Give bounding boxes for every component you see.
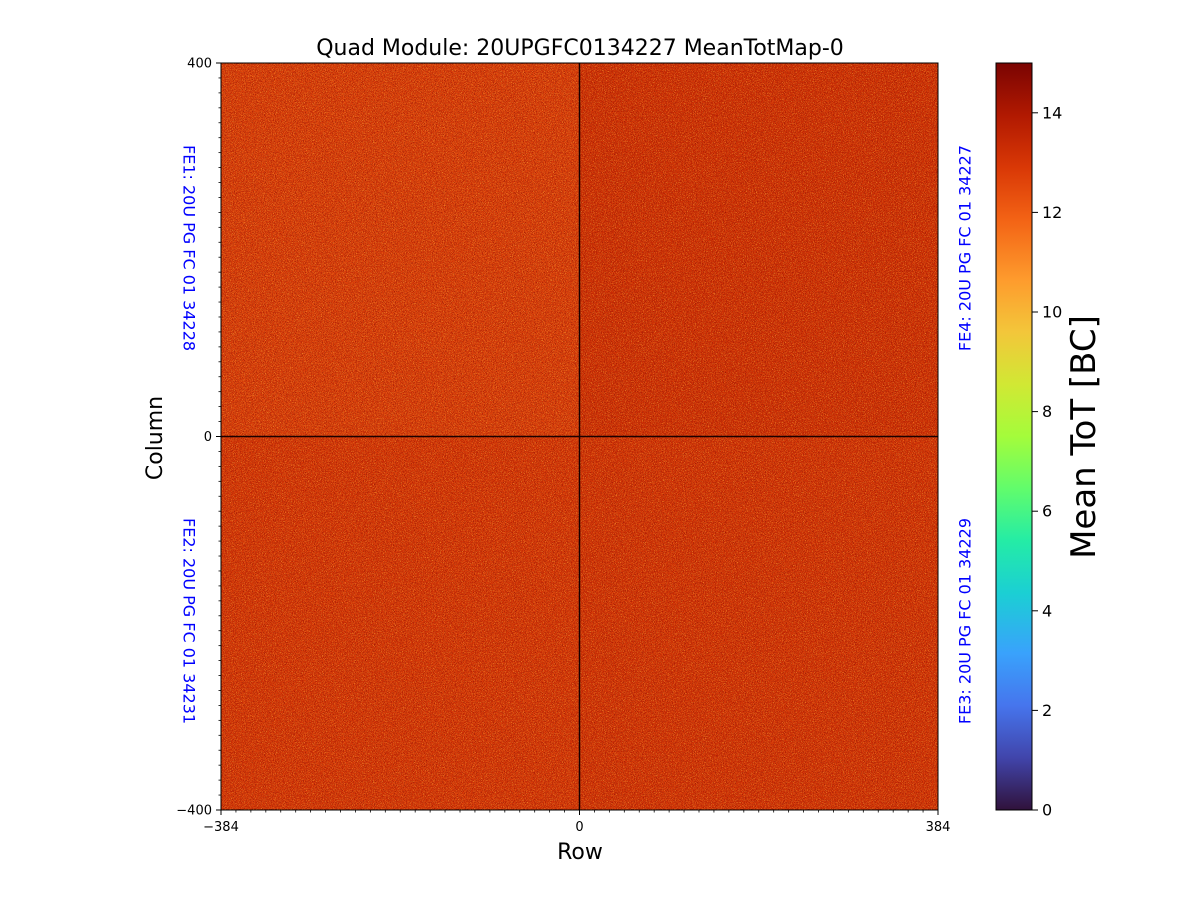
quadrant-texture-dark — [579, 63, 938, 437]
colorbar-gradient — [995, 62, 1033, 811]
quadrant-top-left — [221, 63, 580, 437]
quadrant-texture-dark — [579, 436, 938, 810]
x-tick-label: −384 — [203, 820, 239, 835]
colorbar-tick-label: 8 — [1042, 402, 1052, 421]
y-tick-label: 0 — [204, 430, 212, 445]
y-tick-label: −400 — [176, 804, 212, 819]
quadrant-texture-dark — [221, 436, 580, 810]
y-tick-label: 400 — [187, 57, 212, 72]
fe-label-bottom-right: FE3: 20U PG FC 01 34229 — [956, 518, 975, 724]
quadrant-texture-dark — [221, 63, 580, 437]
y-axis-label: Column — [143, 396, 168, 480]
colorbar-tick-label: 2 — [1042, 701, 1052, 720]
x-tick-label: 384 — [926, 820, 951, 835]
fe-label-bottom-left: FE2: 20U PG FC 01 34231 — [180, 518, 199, 724]
x-tick-label: 0 — [575, 820, 583, 835]
fe-label-top-left: FE1: 20U PG FC 01 34228 — [180, 145, 199, 351]
colorbar-tick-label: 6 — [1042, 502, 1052, 521]
colorbar-tick-label: 12 — [1042, 203, 1062, 222]
colorbar-tick-label: 4 — [1042, 601, 1052, 620]
colorbar-tick-label: 10 — [1042, 303, 1062, 322]
quadrant-bottom-right — [579, 436, 938, 810]
chart-title: Quad Module: 20UPGFC0134227 MeanTotMap-0 — [316, 36, 844, 61]
quadrant-top-right — [579, 63, 938, 437]
colorbar-tick-label: 14 — [1042, 103, 1062, 122]
colorbar: 0 2 4 6 8 10 12 14 — [995, 62, 1062, 820]
colorbar-label: Mean ToT [BC] — [1064, 315, 1104, 559]
x-axis-label: Row — [557, 840, 603, 865]
quadrant-bottom-left — [221, 436, 580, 810]
fe-label-top-right: FE4: 20U PG FC 01 34227 — [956, 145, 975, 351]
heatmap-plot-area — [221, 63, 938, 810]
colorbar-tick-label: 0 — [1042, 801, 1052, 820]
